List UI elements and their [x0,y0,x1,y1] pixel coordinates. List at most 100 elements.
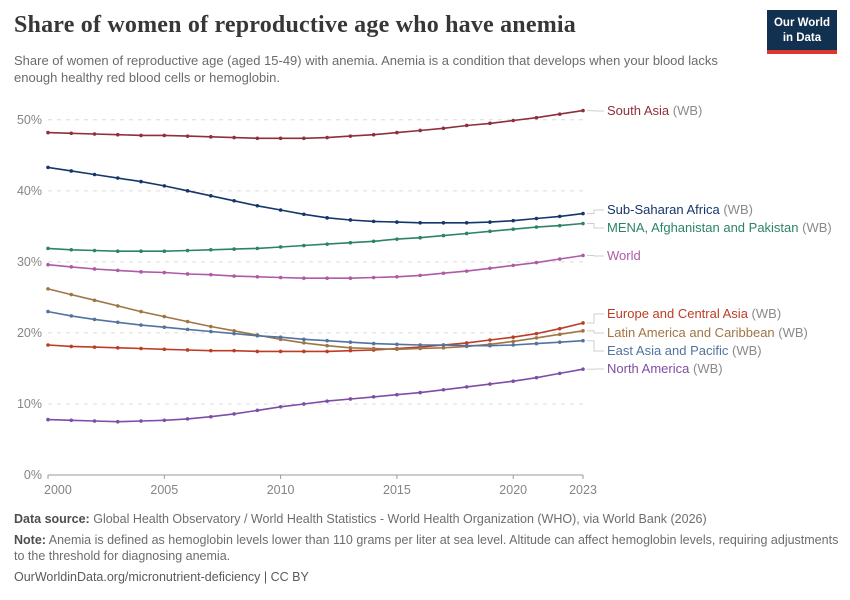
data-point[interactable] [302,402,306,406]
data-point[interactable] [488,343,492,348]
data-point[interactable] [46,343,50,347]
data-point[interactable] [557,223,562,228]
data-point[interactable] [69,265,74,269]
data-point[interactable] [139,323,143,327]
data-point[interactable] [371,275,376,280]
data-point[interactable] [278,208,283,212]
series-line-world[interactable] [47,254,584,280]
data-point[interactable] [46,246,50,251]
data-point[interactable] [348,276,353,281]
data-point[interactable] [139,309,143,314]
data-point[interactable] [325,276,329,281]
data-point[interactable] [209,135,213,139]
data-point[interactable] [581,253,585,258]
data-point[interactable] [371,132,376,137]
data-point[interactable] [511,218,516,223]
data-point[interactable] [441,271,446,276]
data-point[interactable] [92,248,97,253]
data-point[interactable] [209,194,213,198]
data-point[interactable] [418,128,422,133]
data-point[interactable] [255,274,260,279]
data-point[interactable] [185,417,190,421]
data-point[interactable] [418,235,422,240]
data-point[interactable] [46,287,50,291]
data-point[interactable] [371,239,376,244]
data-point[interactable] [464,221,469,225]
data-point[interactable] [209,272,213,277]
series-north-america[interactable] [46,367,585,424]
data-point[interactable] [209,324,213,329]
data-point[interactable] [185,134,190,138]
series-world[interactable] [46,253,585,281]
data-point[interactable] [581,338,585,343]
data-point[interactable] [139,346,143,351]
data-point[interactable] [115,268,120,273]
data-point[interactable] [441,343,446,347]
data-point[interactable] [557,340,562,344]
data-point[interactable] [232,331,236,336]
series-line-mena-afghanistan-and-pakistan[interactable] [47,222,584,252]
data-point[interactable] [441,126,446,131]
data-point[interactable] [232,198,236,203]
data-point[interactable] [185,248,190,253]
legend-label-world[interactable]: World [607,248,641,264]
data-point[interactable] [581,211,585,216]
data-point[interactable] [185,327,190,332]
legend-label-latin-america-and-caribbean[interactable]: Latin America and Caribbean (WB) [607,325,808,341]
data-point[interactable] [139,133,143,138]
data-point[interactable] [92,172,97,177]
data-point[interactable] [46,309,50,314]
data-point[interactable] [162,249,167,254]
data-point[interactable] [209,414,213,419]
data-point[interactable] [325,135,329,140]
data-point[interactable] [115,320,120,325]
data-point[interactable] [534,331,539,336]
data-point[interactable] [557,214,562,219]
data-point[interactable] [255,136,260,141]
data-point[interactable] [441,233,446,238]
data-point[interactable] [302,243,306,248]
data-point[interactable] [185,272,190,276]
data-point[interactable] [441,346,446,350]
data-point[interactable] [557,257,562,261]
data-point[interactable] [488,338,492,342]
data-point[interactable] [371,395,376,399]
data-point[interactable] [115,249,120,254]
legend-label-north-america[interactable]: North America (WB) [607,361,723,377]
data-point[interactable] [278,335,283,339]
data-point[interactable] [581,221,585,226]
data-point[interactable] [115,176,120,180]
data-point[interactable] [488,266,492,271]
data-point[interactable] [162,270,167,275]
series-line-sub-saharan-africa[interactable] [47,166,584,224]
data-point[interactable] [534,341,539,346]
data-point[interactable] [395,130,399,135]
data-point[interactable] [232,247,236,251]
data-point[interactable] [464,385,469,389]
series-europe-and-central-asia[interactable] [46,321,585,354]
data-point[interactable] [162,133,167,138]
data-point[interactable] [162,418,167,423]
data-point[interactable] [371,219,376,224]
data-point[interactable] [418,346,422,351]
data-point[interactable] [581,108,585,113]
data-point[interactable] [92,298,97,303]
data-point[interactable] [348,218,353,222]
data-point[interactable] [418,221,422,225]
series-line-latin-america-and-caribbean[interactable] [47,288,584,351]
data-point[interactable] [162,347,167,352]
data-point[interactable] [511,263,516,268]
data-point[interactable] [185,319,190,324]
data-point[interactable] [488,220,492,224]
data-point[interactable] [348,397,353,401]
data-point[interactable] [371,346,376,351]
data-point[interactable] [46,130,50,135]
data-point[interactable] [255,408,260,413]
data-point[interactable] [395,220,399,224]
data-point[interactable] [46,262,50,267]
data-point[interactable] [46,165,50,170]
series-line-north-america[interactable] [47,368,584,423]
data-point[interactable] [348,340,353,344]
data-point[interactable] [92,419,97,423]
data-point[interactable] [69,131,74,136]
